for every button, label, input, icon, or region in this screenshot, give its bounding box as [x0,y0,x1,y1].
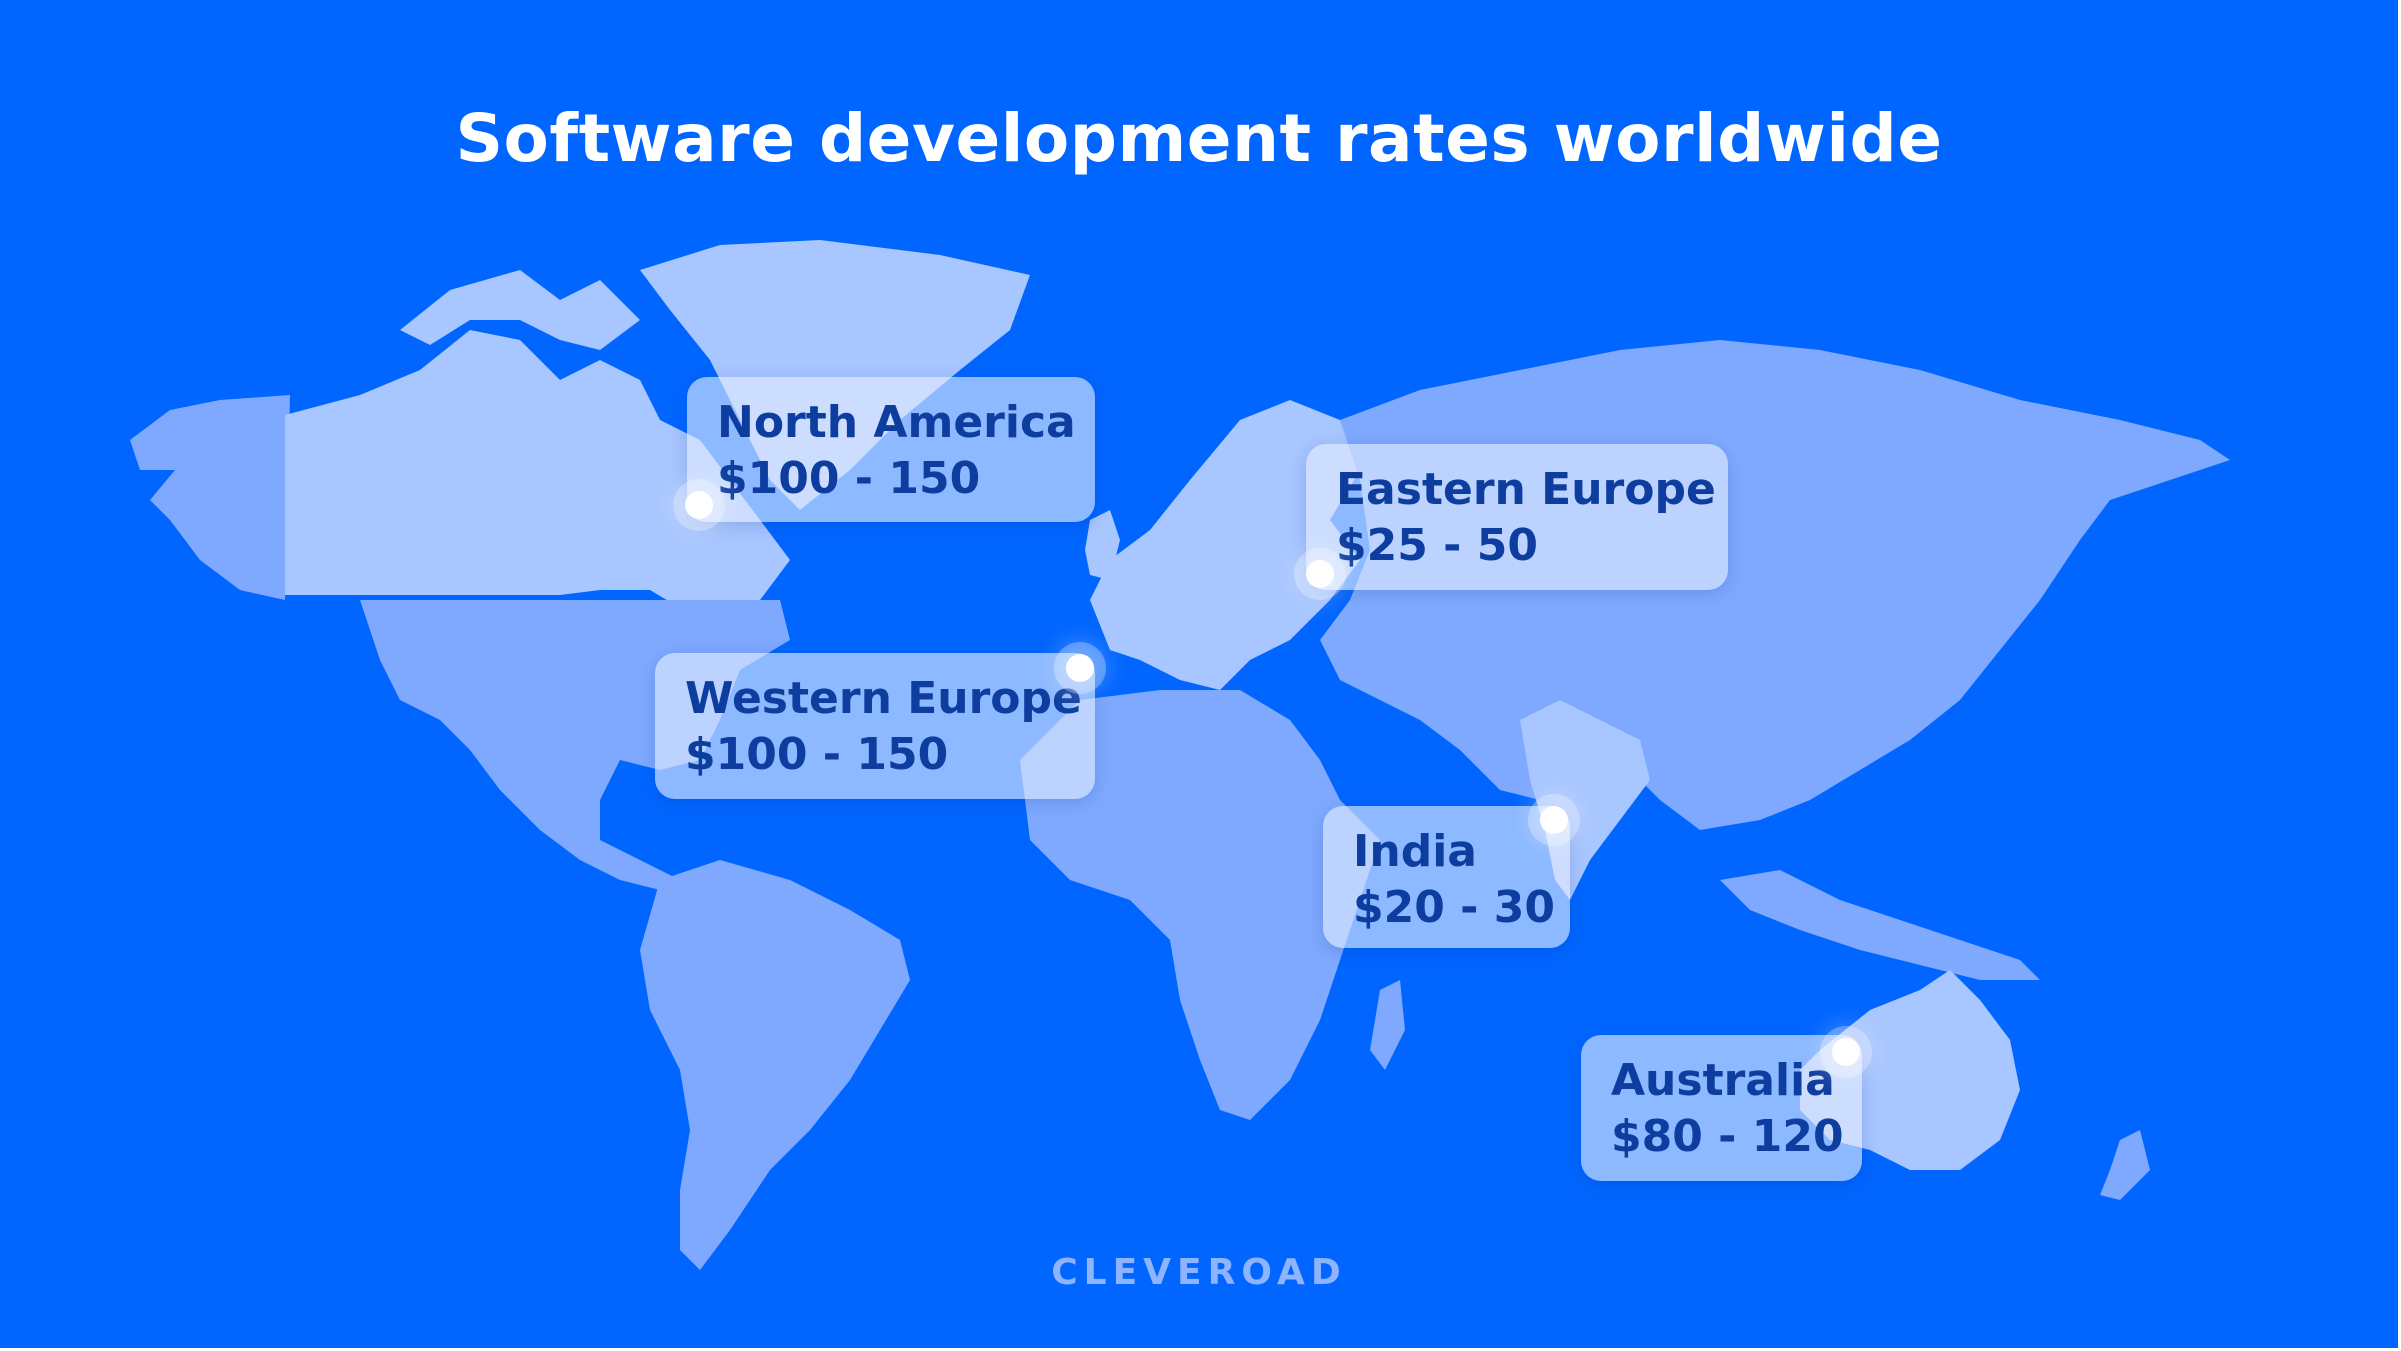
region-name: India [1353,826,1477,877]
region-name: Eastern Europe [1336,464,1716,515]
region-card-eastern-europe: Eastern Europe $25 - 50 [1306,444,1728,590]
map-greenland [640,240,1030,510]
location-marker-western-europe [1066,654,1094,682]
region-name: Western Europe [685,673,1082,724]
map-europe [1090,400,1360,690]
map-canada [285,330,790,620]
region-rate: $20 - 30 [1353,882,1555,933]
location-marker-north-america [685,491,713,519]
region-card-western-europe: Western Europe $100 - 150 [655,653,1095,799]
region-card-australia: Australia $80 - 120 [1581,1035,1862,1181]
map-africa [1020,690,1380,1120]
location-marker-india [1540,806,1568,834]
map-madagascar [1370,980,1405,1070]
map-japan [1910,580,1960,700]
map-arctic-islands [400,270,640,350]
region-rate: $80 - 120 [1611,1111,1844,1162]
map-south-america [640,860,910,1270]
map-se-asia [1720,870,2040,980]
map-uk [1085,510,1120,580]
location-marker-australia [1832,1038,1860,1066]
region-name: Australia [1611,1055,1835,1106]
location-marker-eastern-europe [1306,560,1334,588]
page-title: Software development rates worldwide [455,100,1943,177]
region-name: North America [717,397,1076,448]
region-rate: $100 - 150 [685,729,949,780]
map-alaska [130,395,290,600]
region-card-north-america: North America $100 - 150 [687,377,1095,522]
map-new-zealand [2100,1130,2150,1200]
brand-logo-text: CLEVEROAD [1051,1252,1347,1293]
region-rate: $25 - 50 [1336,520,1538,571]
region-rate: $100 - 150 [717,453,981,504]
region-card-india: India $20 - 30 [1323,806,1570,948]
